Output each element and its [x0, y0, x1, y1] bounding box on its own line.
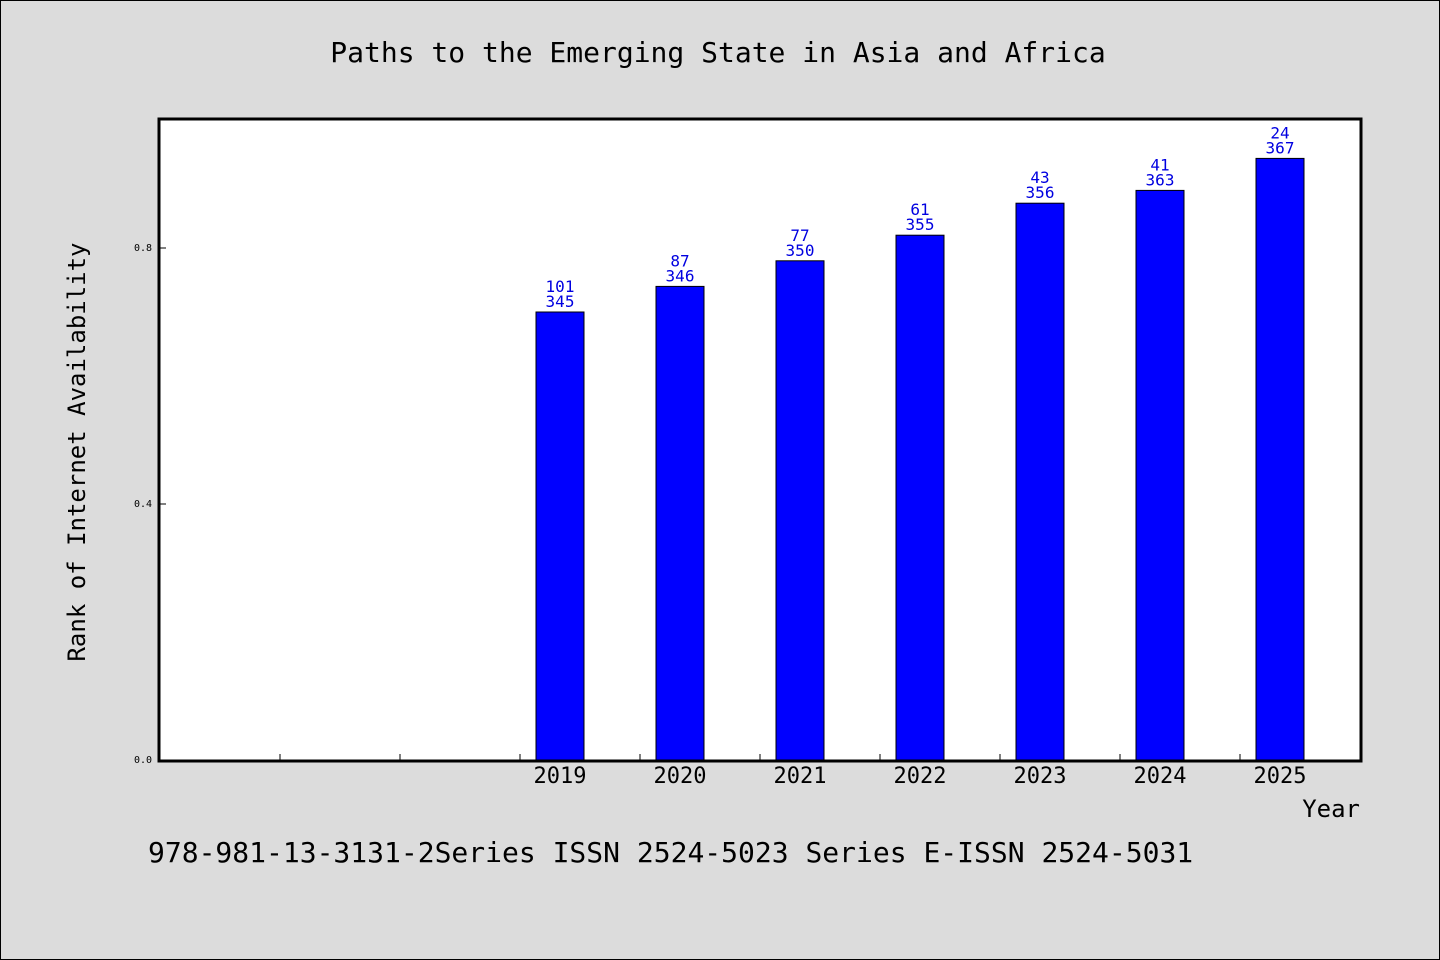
bar	[895, 234, 945, 761]
data-label-top: 101	[546, 277, 575, 296]
x-tick-label: 2021	[774, 764, 827, 789]
bar	[655, 285, 705, 761]
y-tick-label: 0.0	[134, 755, 152, 766]
data-label-top: 43	[1030, 168, 1049, 187]
y-tick-label: 0.8	[134, 243, 152, 254]
data-label-top: 87	[670, 251, 689, 270]
footer-text: 978-981-13-3131-2Series ISSN 2524-5023 S…	[148, 836, 1193, 869]
x-tick-label: 2020	[654, 764, 707, 789]
data-label-bottom: 350	[786, 241, 815, 260]
bar	[1135, 189, 1185, 761]
data-label-bottom: 345	[546, 292, 575, 311]
data-label-bottom: 367	[1266, 138, 1295, 157]
x-tick-label: 2025	[1254, 764, 1307, 789]
data-label-bottom: 363	[1146, 170, 1175, 189]
data-label-top: 61	[910, 200, 929, 219]
bars	[535, 157, 1305, 761]
x-tick-label: 2022	[894, 764, 947, 789]
data-label-bottom: 346	[666, 266, 695, 285]
axis-ticks: 0.0 0.4 0.8	[134, 243, 1241, 766]
x-axis-label: Year	[1302, 795, 1360, 823]
x-tick-label: 2024	[1134, 764, 1187, 789]
bar	[775, 260, 825, 761]
chart-title: Paths to the Emerging State in Asia and …	[330, 36, 1105, 69]
y-tick-label: 0.4	[134, 499, 152, 510]
bar	[1255, 157, 1305, 761]
y-axis-label: Rank of Internet Availability	[63, 242, 91, 661]
data-label-bottom: 356	[1026, 183, 1055, 202]
x-tick-label: 2019	[534, 764, 587, 789]
data-label-top: 41	[1150, 155, 1169, 174]
bar	[535, 311, 585, 761]
x-tick-label: 2023	[1014, 764, 1067, 789]
bar	[1015, 202, 1065, 761]
data-label-bottom: 355	[906, 215, 935, 234]
data-label-top: 77	[790, 226, 809, 245]
data-label-top: 24	[1270, 123, 1289, 142]
